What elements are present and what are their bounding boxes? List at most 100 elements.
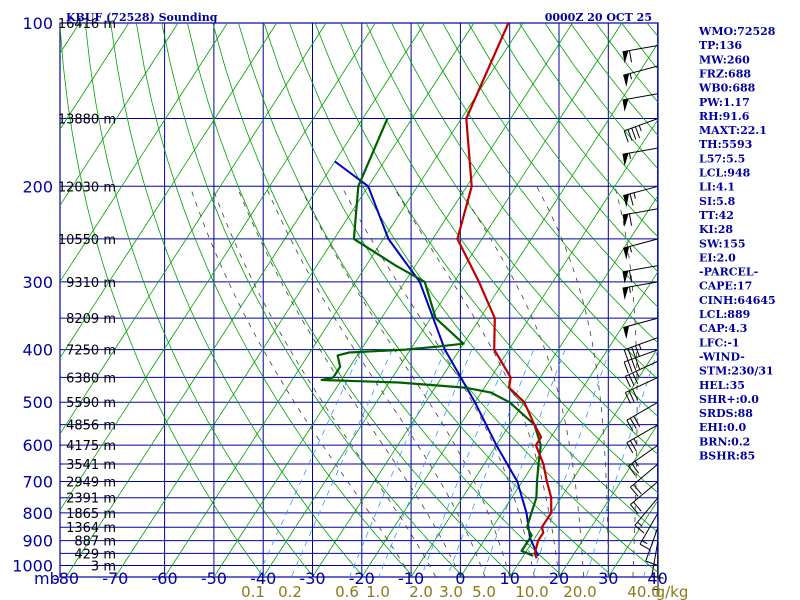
pressure-tick-label: 200	[22, 177, 53, 196]
height-label: 1865 m	[66, 507, 116, 522]
sounding-index: L57:5.5	[699, 152, 745, 165]
isotherm-line	[114, 23, 475, 577]
dry-adiabat-line	[60, 23, 263, 575]
isotherm-line	[60, 23, 278, 359]
temperature-tick-label: -80	[53, 569, 79, 588]
moist-adiabat-line	[458, 186, 584, 577]
sounding-index: WMO:72528	[698, 25, 776, 38]
dry-adiabat-line	[391, 23, 658, 380]
dewpoint-trace	[320, 118, 542, 557]
isotherm-line	[361, 118, 658, 577]
isotherm-line	[60, 23, 376, 511]
moist-adiabat-line	[211, 186, 437, 577]
pressure-tick-label: 700	[22, 472, 53, 491]
height-label: 5590 m	[66, 396, 116, 411]
dry-adiabat-line	[212, 23, 562, 575]
wind-barb	[623, 185, 659, 208]
isotherm-line	[262, 23, 623, 577]
dry-adiabat-line	[314, 23, 658, 494]
sounding-index: EI:2.0	[699, 251, 736, 264]
sounding-index: TP:136	[699, 39, 742, 52]
pressure-tick-label: 300	[22, 273, 53, 292]
mixing-ratio-label: 0.1	[241, 583, 265, 600]
wind-barb	[630, 481, 659, 515]
isotherm-line	[60, 23, 228, 283]
isotherm-line	[65, 23, 425, 577]
sounding-index: SI:5.8	[699, 195, 736, 208]
wind-barb	[622, 208, 659, 227]
wind-barb	[624, 360, 659, 388]
sounding-time: 0000Z 20 OCT 25	[545, 11, 652, 24]
temperature-tick-label: 30	[598, 569, 618, 588]
height-label: 2391 m	[66, 492, 116, 507]
mixing-ratio-label: 20.0	[563, 583, 596, 600]
wind-barb	[652, 553, 659, 590]
isotherm-line	[213, 23, 573, 577]
wind-barb	[639, 512, 659, 551]
sounding-index: STM:230/31	[699, 365, 774, 378]
temperature-tick-label: 20	[549, 569, 569, 588]
sounding-index: SHR+:0.0	[699, 393, 759, 406]
wind-barb	[630, 463, 659, 497]
wind-barb	[623, 118, 659, 143]
wind-barb	[626, 424, 659, 454]
sounding-index: CINH:64645	[699, 294, 776, 307]
sounding-index: KI:28	[699, 223, 733, 236]
pressure-tick-label: 600	[22, 436, 53, 455]
isotherm-line	[0, 23, 30, 577]
isotherm-line	[164, 23, 524, 577]
wind-barb	[634, 497, 659, 534]
pressure-tick-label: 100	[22, 14, 53, 33]
dry-adiabat-line	[161, 23, 462, 575]
dry-adiabat-line	[289, 23, 658, 533]
temperature-tick-label: -40	[250, 569, 276, 588]
temperature-tick-label: -70	[102, 569, 128, 588]
sounding-index: LCL:889	[699, 308, 750, 321]
mixing-ratio-line	[481, 349, 566, 577]
dry-adiabat-line	[467, 23, 658, 273]
height-label: 9310 m	[66, 276, 116, 291]
pressure-tick-label: 1000	[12, 557, 53, 576]
height-label: 429 m	[74, 547, 116, 562]
mixing-ratio-label: 10.0	[515, 583, 548, 600]
height-label: 4856 m	[66, 419, 116, 434]
moist-adiabat-line	[189, 186, 412, 577]
wind-barb	[622, 93, 659, 112]
wind-barb	[623, 238, 659, 260]
pressure-tick-label: 900	[22, 532, 53, 551]
mixing-ratio-label: 40.0	[627, 583, 660, 600]
sounding-index: BSHR:85	[699, 450, 755, 463]
temperature-trace	[456, 23, 553, 559]
moist-adiabat-line	[265, 186, 486, 577]
mixing-ratio-line	[290, 349, 393, 577]
parcel-trace	[334, 160, 540, 557]
sounding-index: TT:42	[699, 209, 734, 222]
mixing-ratio-label: 2.0	[409, 583, 433, 600]
mixing-ratio-line	[420, 349, 511, 577]
sounding-index: MW:260	[699, 53, 750, 66]
sounding-index: MAXT:22.1	[699, 124, 767, 137]
temperature-tick-label: -30	[299, 569, 325, 588]
mixing-ratio-line	[643, 522, 658, 577]
pressure-unit-label: mb	[34, 569, 60, 588]
pressure-tick-label: 400	[22, 341, 53, 360]
temperature-tick-label: 10	[500, 569, 520, 588]
wind-barb	[622, 265, 659, 284]
pressure-tick-label: 500	[22, 393, 53, 412]
mixing-ratio-label: 5.0	[472, 583, 496, 600]
mixing-ratio-line	[447, 349, 535, 577]
height-label: 3 m	[91, 560, 116, 575]
sounding-index: -PARCEL-	[699, 266, 758, 279]
isotherm-line	[558, 423, 658, 577]
dry-adiabat-line	[110, 23, 362, 575]
isotherm-line	[509, 347, 658, 577]
dry-adiabat-line	[442, 23, 658, 308]
sounding-index: PW:1.17	[699, 96, 750, 109]
height-label: 1364 m	[66, 521, 116, 536]
sounding-index: CAP:4.3	[699, 322, 747, 335]
wind-barb	[623, 65, 659, 87]
mixing-ratio-label: 0.2	[278, 583, 302, 600]
dry-adiabat-line	[238, 23, 612, 576]
sounding-index: EHI:0.0	[699, 421, 746, 434]
sounding-index: TH:5593	[699, 138, 752, 151]
